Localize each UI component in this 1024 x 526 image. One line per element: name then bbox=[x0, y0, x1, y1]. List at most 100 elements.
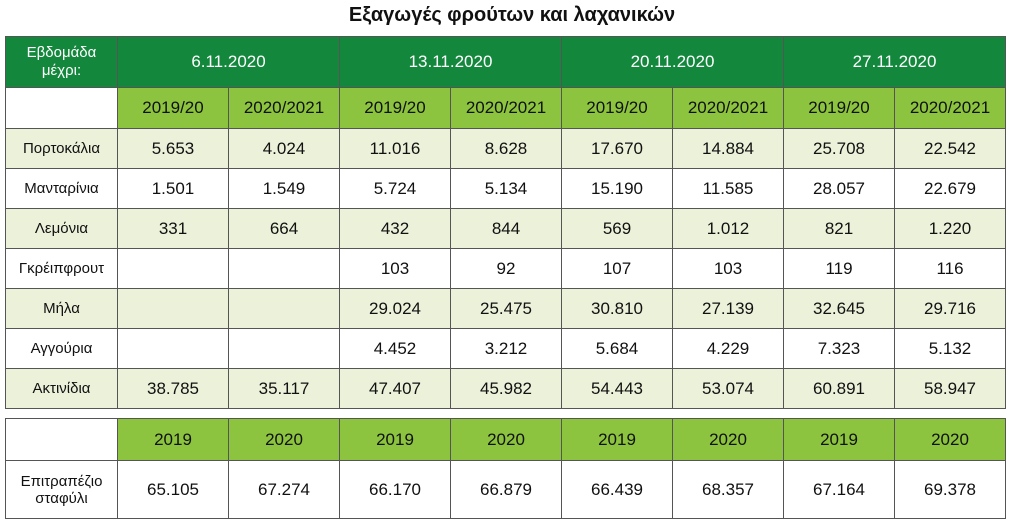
cell: 5.134 bbox=[450, 168, 562, 209]
week-header: 13.11.2020 bbox=[339, 36, 562, 88]
cell: 45.982 bbox=[450, 368, 562, 409]
exports-table: Εβδομάδα μέχρι: 6.11.2020 13.11.2020 20.11.… bbox=[5, 36, 1006, 409]
season-header: 2020/2021 bbox=[228, 87, 340, 129]
cell: 66.170 bbox=[339, 460, 451, 519]
corner-label: Εβδομάδα μέχρι: bbox=[5, 36, 118, 88]
cell: 5.132 bbox=[894, 328, 1006, 369]
row-label: Λεμόνια bbox=[5, 208, 118, 249]
cell: 92 bbox=[450, 248, 562, 289]
cell: 569 bbox=[561, 208, 673, 249]
cell bbox=[117, 288, 229, 329]
cell: 67.274 bbox=[228, 460, 340, 519]
header-row: Εβδομάδα μέχρι: 6.11.2020 13.11.2020 20.11.… bbox=[5, 36, 1006, 88]
cell: 30.810 bbox=[561, 288, 673, 329]
year-header: 2019 bbox=[117, 418, 229, 461]
year-header: 2020 bbox=[450, 418, 562, 461]
week-header: 27.11.2020 bbox=[783, 36, 1006, 88]
year-header: 2019 bbox=[561, 418, 673, 461]
cell: 28.057 bbox=[783, 168, 895, 209]
cell: 1.220 bbox=[894, 208, 1006, 249]
cell: 8.628 bbox=[450, 128, 562, 169]
data-row: Ακτινίδια 38.785 35.117 47.407 45.982 54.443 5… bbox=[5, 368, 1006, 409]
year-header: 2019 bbox=[783, 418, 895, 461]
data-row: Πορτοκάλια 5.653 4.024 11.016 8.628 17.670 14.… bbox=[5, 128, 1006, 169]
cell: 35.117 bbox=[228, 368, 340, 409]
year-row: 2019 2020 2019 2020 2019 2020 2019 2020 bbox=[5, 418, 1006, 461]
season-header: 2020/2021 bbox=[672, 87, 784, 129]
table-body: 2019 2020 2019 2020 2019 2020 2019 2020 Επιτραπέ… bbox=[5, 418, 1006, 519]
row-label: Μήλα bbox=[5, 288, 118, 329]
season-header: 2020/2021 bbox=[450, 87, 562, 129]
cell: 11.016 bbox=[339, 128, 451, 169]
row-label: Ακτινίδια bbox=[5, 368, 118, 409]
cell: 38.785 bbox=[117, 368, 229, 409]
season-header: 2019/20 bbox=[783, 87, 895, 129]
cell: 22.542 bbox=[894, 128, 1006, 169]
year-header: 2020 bbox=[894, 418, 1006, 461]
cell: 4.229 bbox=[672, 328, 784, 369]
row-label: Μανταρίνια bbox=[5, 168, 118, 209]
cell: 25.475 bbox=[450, 288, 562, 329]
cell: 107 bbox=[561, 248, 673, 289]
row-label: Επιτραπέζιο σταφύλι bbox=[5, 460, 118, 519]
cell: 69.378 bbox=[894, 460, 1006, 519]
cell: 58.947 bbox=[894, 368, 1006, 409]
row-label: Γκρέιπφρουτ bbox=[5, 248, 118, 289]
cell: 4.024 bbox=[228, 128, 340, 169]
cell: 3.212 bbox=[450, 328, 562, 369]
season-row: 2019/20 2020/2021 2019/20 2020/2021 2019/20 2… bbox=[5, 87, 1006, 129]
cell bbox=[228, 248, 340, 289]
cell: 11.585 bbox=[672, 168, 784, 209]
cell: 15.190 bbox=[561, 168, 673, 209]
cell: 47.407 bbox=[339, 368, 451, 409]
data-row: Λεμόνια 331 664 432 844 569 1.012 821 1.220 bbox=[5, 208, 1006, 249]
season-header: 2019/20 bbox=[339, 87, 451, 129]
title: Εξαγωγές φρούτων και λαχανικών bbox=[348, 4, 676, 26]
cell: 7.323 bbox=[783, 328, 895, 369]
cell: 1.012 bbox=[672, 208, 784, 249]
cell: 25.708 bbox=[783, 128, 895, 169]
cell: 68.357 bbox=[672, 460, 784, 519]
year-header: 2020 bbox=[228, 418, 340, 461]
data-row: Μήλα 29.024 25.475 30.810 27.139 32.645 29.716 bbox=[5, 288, 1006, 329]
cell bbox=[228, 288, 340, 329]
cell: 32.645 bbox=[783, 288, 895, 329]
cell: 116 bbox=[894, 248, 1006, 289]
cell: 22.679 bbox=[894, 168, 1006, 209]
cell: 1.549 bbox=[228, 168, 340, 209]
cell: 4.452 bbox=[339, 328, 451, 369]
row-label: Αγγούρια bbox=[5, 328, 118, 369]
cell: 5.653 bbox=[117, 128, 229, 169]
cell: 27.139 bbox=[672, 288, 784, 329]
cell: 432 bbox=[339, 208, 451, 249]
empty-cell bbox=[5, 87, 118, 129]
cell: 29.024 bbox=[339, 288, 451, 329]
cell: 821 bbox=[783, 208, 895, 249]
cell: 844 bbox=[450, 208, 562, 249]
cell: 331 bbox=[117, 208, 229, 249]
cell: 5.684 bbox=[561, 328, 673, 369]
season-header: 2020/2021 bbox=[894, 87, 1006, 129]
cell: 66.439 bbox=[561, 460, 673, 519]
cell: 103 bbox=[339, 248, 451, 289]
cell bbox=[228, 328, 340, 369]
cell: 14.884 bbox=[672, 128, 784, 169]
season-header: 2019/20 bbox=[561, 87, 673, 129]
data-row: Γκρέιπφρουτ 103 92 107 103 119 116 bbox=[5, 248, 1006, 289]
season-header: 2019/20 bbox=[117, 87, 229, 129]
cell bbox=[117, 248, 229, 289]
cell: 17.670 bbox=[561, 128, 673, 169]
cell: 65.105 bbox=[117, 460, 229, 519]
cell: 1.501 bbox=[117, 168, 229, 209]
cell: 66.879 bbox=[450, 460, 562, 519]
data-row: Επιτραπέζιο σταφύλι 65.105 67.274 66.170 66.… bbox=[5, 460, 1006, 519]
data-row: Μανταρίνια 1.501 1.549 5.724 5.134 15.190 11.5… bbox=[5, 168, 1006, 209]
week-header: 20.11.2020 bbox=[561, 36, 784, 88]
table-body: Εβδομάδα μέχρι: 6.11.2020 13.11.2020 20.11.… bbox=[5, 36, 1006, 409]
cell: 29.716 bbox=[894, 288, 1006, 329]
cell: 67.164 bbox=[783, 460, 895, 519]
cell: 664 bbox=[228, 208, 340, 249]
year-header: 2020 bbox=[672, 418, 784, 461]
cell: 54.443 bbox=[561, 368, 673, 409]
